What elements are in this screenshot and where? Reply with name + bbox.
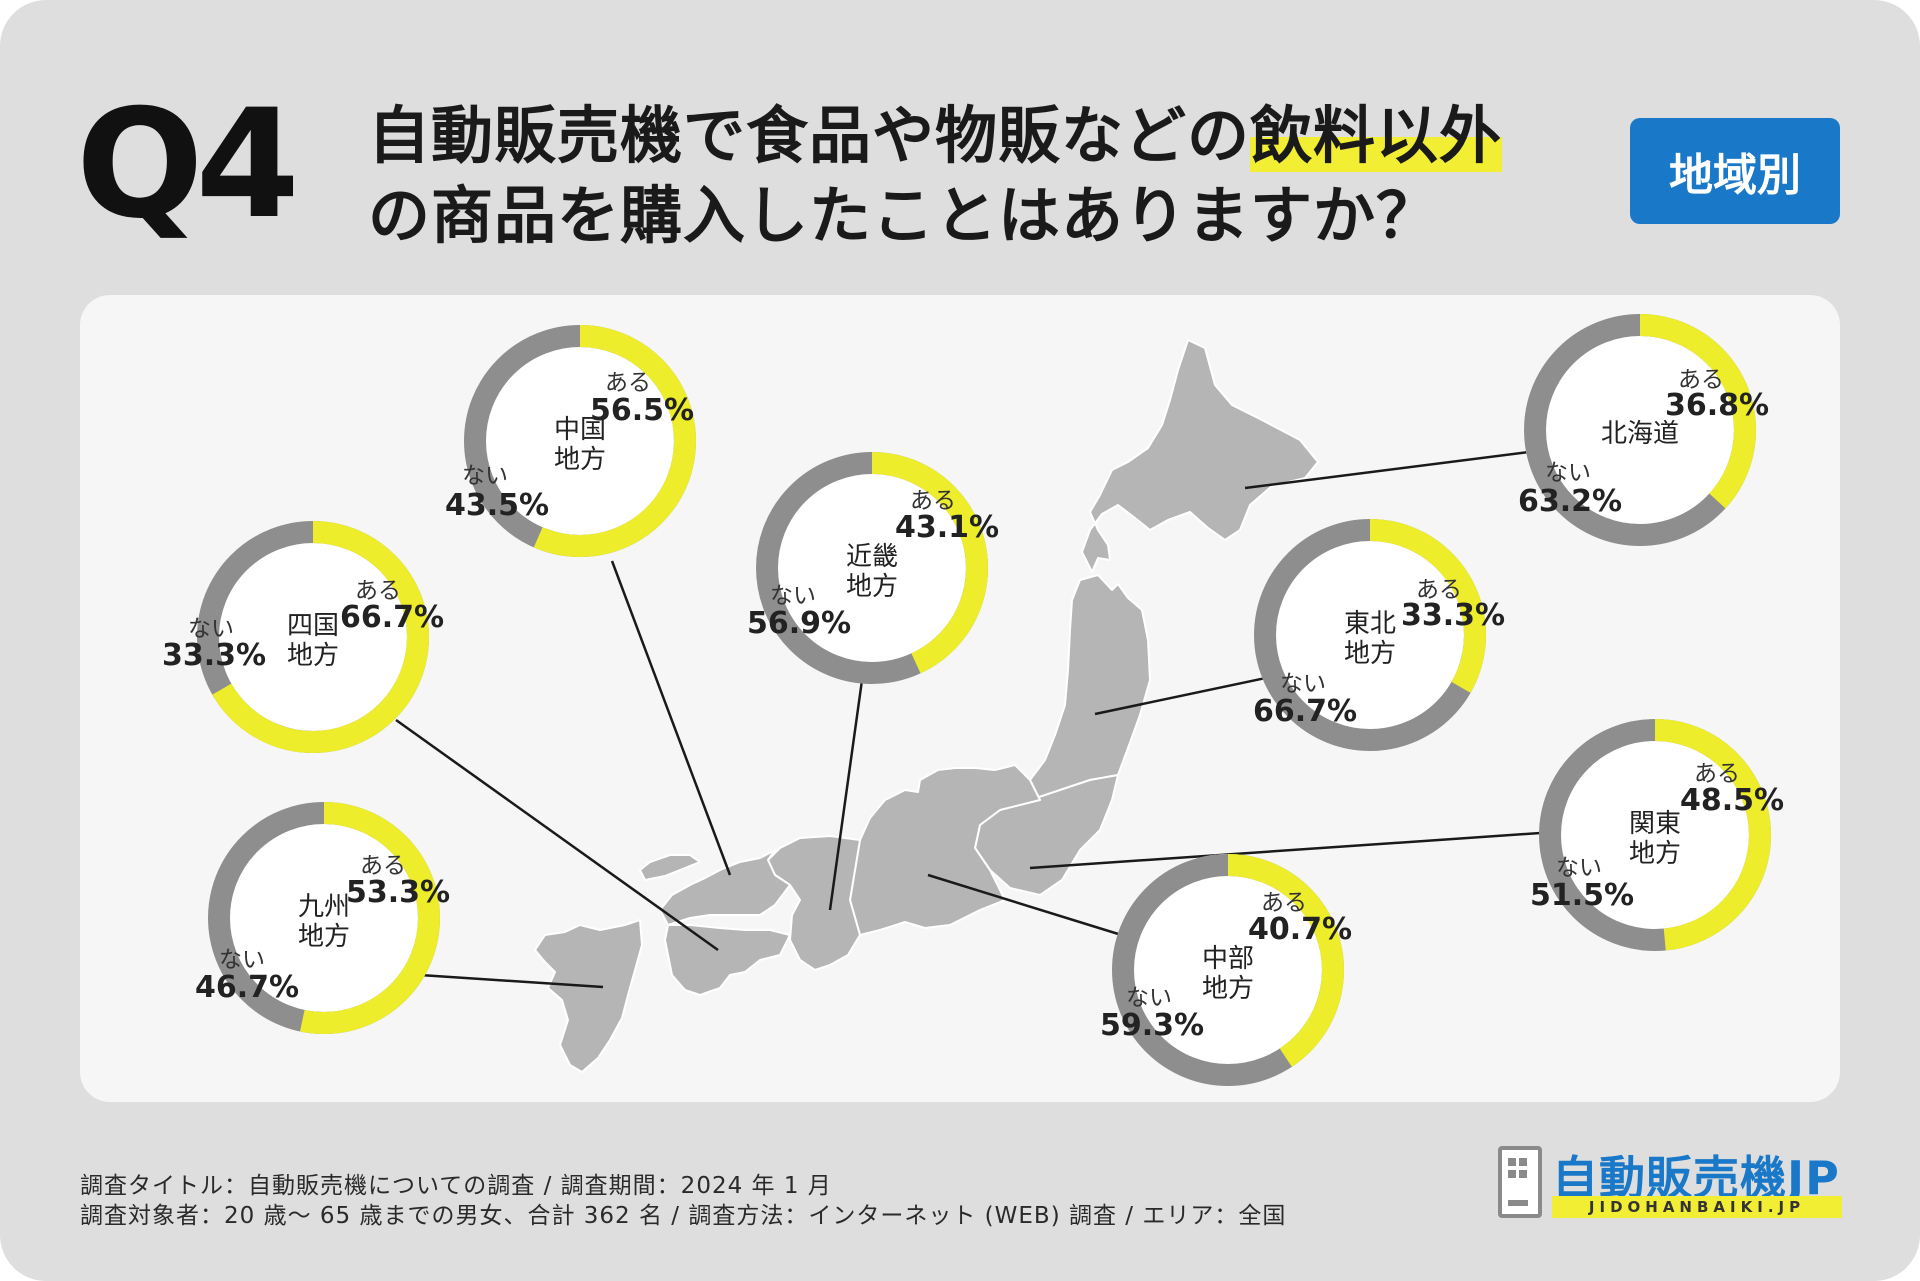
leader-line-chubu [927, 873, 1129, 939]
leader-line-kinki [828, 672, 865, 911]
region-badge: 地域別 [1630, 118, 1840, 224]
logo-underline [1552, 1196, 1842, 1218]
vending-outlet-icon [1508, 1200, 1528, 1206]
map-region-kyushu [534, 919, 643, 1073]
yes-value: 66.7% [340, 600, 445, 635]
no-caption: ない [219, 947, 265, 973]
yes-caption: ある [1416, 577, 1462, 603]
yes-value: 40.7% [1248, 912, 1353, 947]
no-caption: ない [1126, 985, 1172, 1011]
donut-chart [464, 325, 696, 557]
donut-center [208, 802, 440, 1034]
donut-chart [1524, 314, 1756, 546]
question-text-line2: の商品を購入したことはありますか？ [368, 179, 1440, 252]
donut-slice-yes [464, 325, 696, 557]
region-label: 東北 地方 [1343, 609, 1397, 669]
donut-slice-yes [197, 521, 429, 753]
leader-line-kyushu [419, 973, 604, 989]
map-region-chugoku [639, 849, 791, 926]
donut-center [1112, 854, 1344, 1086]
yes-value: 36.8% [1665, 388, 1770, 423]
region-label: 近畿 地方 [845, 542, 899, 602]
yes-caption: ある [1261, 890, 1307, 916]
region-label: 中部 地方 [1201, 944, 1255, 1004]
donut-chart [197, 521, 429, 753]
donut-center [756, 452, 988, 684]
donut-center [464, 325, 696, 557]
logo: 自動販売機JP JIDOHANBAIKI.JP [1498, 1146, 1842, 1218]
yes-caption: ある [910, 488, 956, 514]
yes-caption: ある [1694, 761, 1740, 787]
donut-slice-yes [1254, 519, 1486, 751]
no-value: 56.9% [747, 606, 852, 641]
leader-line-tohoku [1094, 673, 1281, 716]
yes-caption: ある [355, 578, 401, 604]
region-label: 関東 地方 [1628, 809, 1682, 869]
no-value: 51.5% [1530, 878, 1635, 913]
donut-slice-yes [1524, 314, 1756, 546]
question-text-part: 自動販売機で食品や物販などの [368, 99, 1251, 172]
donut-center [1524, 314, 1756, 546]
donut-chart [756, 452, 988, 684]
yes-caption: ある [360, 853, 406, 879]
leader-line-kanto [1029, 830, 1556, 870]
no-caption: ない [188, 616, 234, 642]
yes-value: 33.3% [1401, 598, 1506, 633]
donut-slice-yes [208, 802, 440, 1034]
donut-center [1539, 719, 1771, 951]
no-caption: ない [1556, 855, 1602, 881]
no-caption: ない [1280, 671, 1326, 697]
map-region-hokkaido [1081, 339, 1319, 573]
survey-info-line2: 調査対象者：20 歳～ 65 歳までの男女、合計 362 名 / 調査方法：イン… [80, 1203, 1287, 1229]
leader-line-chugoku [610, 560, 732, 876]
yes-value: 56.5% [590, 393, 695, 428]
donut-chart [208, 802, 440, 1034]
yes-caption: ある [1678, 367, 1724, 393]
donut-chart [1254, 519, 1486, 751]
region-label: 中国 地方 [553, 415, 607, 475]
yes-caption: ある [605, 370, 651, 396]
no-value: 46.7% [195, 970, 300, 1005]
vending-slot-icon [1508, 1158, 1516, 1166]
region-label: 四国 地方 [286, 611, 340, 671]
no-caption: ない [462, 463, 508, 489]
vending-slot-icon [1519, 1170, 1527, 1178]
yes-value: 53.3% [346, 875, 451, 910]
region-label: 北海道 [1600, 419, 1680, 449]
map-region-kinki [767, 835, 861, 971]
donut-center [1254, 519, 1486, 751]
question-highlight: 飲料以外 [1250, 99, 1503, 172]
vending-slot-icon [1519, 1158, 1527, 1166]
region-label: 九州 地方 [297, 892, 351, 952]
map-region-shikoku [664, 924, 791, 996]
no-value: 59.3% [1100, 1008, 1205, 1043]
question-text-line1: 自動販売機で食品や物販などの飲料以外 [368, 96, 1503, 176]
donut-slice-yes [756, 452, 988, 684]
donut-slice-yes [1539, 719, 1771, 951]
donut-center [197, 521, 429, 753]
no-caption: ない [1545, 460, 1591, 486]
leader-line-shikoku [395, 718, 719, 952]
no-value: 43.5% [445, 488, 550, 523]
yes-value: 43.1% [895, 510, 1000, 545]
no-caption: ない [770, 583, 816, 609]
donut-slice-yes [1112, 854, 1344, 1086]
survey-info-line1: 調査タイトル：自動販売機についての調査 / 調査期間：2024 年 1 月 [80, 1173, 832, 1199]
question-number: Q4 [76, 78, 300, 252]
donut-chart [1112, 854, 1344, 1086]
map-region-tohoku [1029, 574, 1151, 801]
donut-chart [1539, 719, 1771, 951]
no-value: 66.7% [1253, 694, 1358, 729]
no-value: 63.2% [1518, 484, 1623, 519]
vending-slot-icon [1508, 1170, 1516, 1178]
logo-subtext: JIDOHANBAIKI.JP [1588, 1198, 1806, 1216]
vending-machine-icon [1498, 1146, 1542, 1218]
no-value: 33.3% [162, 638, 267, 673]
leader-line-hokkaido [1244, 448, 1546, 490]
yes-value: 48.5% [1680, 783, 1785, 818]
